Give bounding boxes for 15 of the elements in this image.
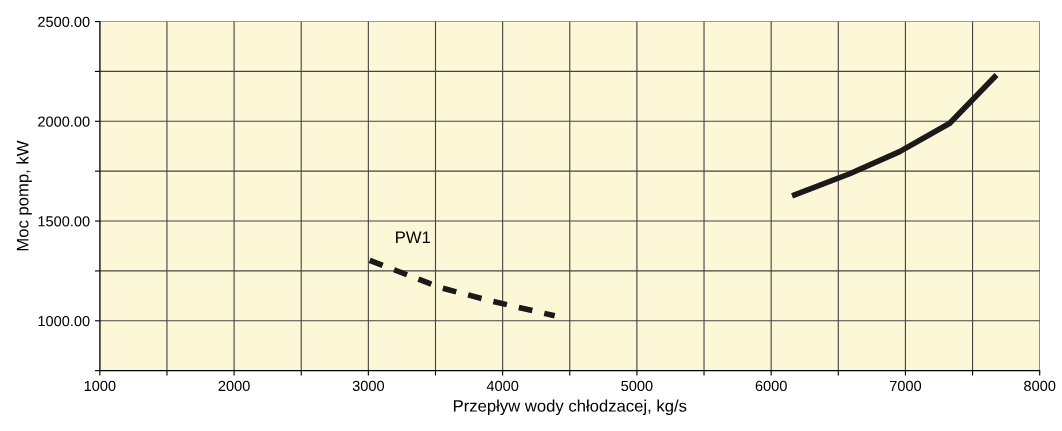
y-axis-title: Moc pomp, kW xyxy=(16,140,32,251)
x-tick-label: 1000 xyxy=(84,380,116,392)
x-tick-label: 4000 xyxy=(486,380,519,392)
y-tick-label: 1000.00 xyxy=(38,315,90,327)
x-tick-label: 7000 xyxy=(889,380,922,392)
x-tick-label: 3000 xyxy=(352,380,385,392)
x-tick-label: 2000 xyxy=(218,380,250,392)
series-label: PW1 xyxy=(396,231,431,243)
y-tick-label: 2500.00 xyxy=(38,16,90,27)
x-tick-label: 8000 xyxy=(1024,380,1056,392)
x-axis-title: Przepływ wody chłodzacej, kg/s xyxy=(453,399,687,416)
x-tick-label: 6000 xyxy=(755,380,787,392)
y-tick-label: 1500.00 xyxy=(38,216,90,227)
y-tick-label: 2000.00 xyxy=(38,116,90,127)
x-tick-label: 5000 xyxy=(621,380,653,392)
